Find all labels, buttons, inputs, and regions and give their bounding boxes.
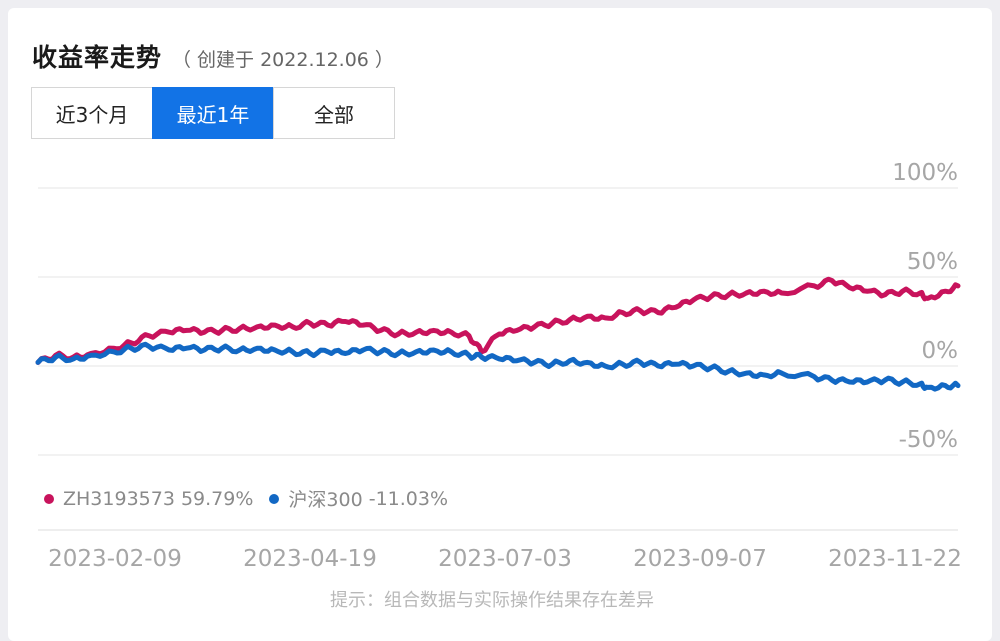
legend-dot-index bbox=[269, 493, 280, 504]
legend-item-portfolio: ZH3193573 59.79% bbox=[44, 488, 253, 510]
x-axis-labels: 2023-02-09 2023-04-19 2023-07-03 2023-09-07… bbox=[48, 546, 962, 572]
grid-lines bbox=[38, 187, 958, 531]
legend-value-portfolio: 59.79% bbox=[180, 487, 254, 510]
legend-value-index: -11.03% bbox=[368, 487, 449, 510]
x-tick-label: 2023-07-03 bbox=[438, 546, 572, 572]
x-tick-label: 2023-09-07 bbox=[633, 546, 767, 572]
tab-3-months[interactable]: 近3个月 bbox=[31, 87, 153, 139]
x-tick-label: 2023-02-09 bbox=[48, 546, 182, 572]
created-date-note: （ 创建于 2022.12.06 ） bbox=[172, 49, 394, 71]
chart-legend: ZH3193573 59.79% 沪深300 -11.03% bbox=[44, 485, 464, 512]
disclaimer-note: 提示：组合数据与实际操作结果存在差异 bbox=[330, 590, 654, 611]
series-line-index bbox=[35, 341, 961, 392]
header: 收益率走势 （ 创建于 2022.12.06 ） bbox=[32, 38, 394, 78]
series-line-portfolio bbox=[35, 276, 961, 365]
period-tabs: 近3个月 最近1年 全部 bbox=[31, 87, 395, 139]
x-tick-label: 2023-04-19 bbox=[243, 546, 377, 572]
legend-label-portfolio: ZH3193573 bbox=[63, 487, 175, 510]
y-tick-label: 100% bbox=[892, 160, 958, 186]
series-lines bbox=[35, 276, 961, 392]
tab-all[interactable]: 全部 bbox=[273, 87, 395, 139]
x-tick-label: 2023-11-22 bbox=[828, 546, 962, 572]
tab-1-year[interactable]: 最近1年 bbox=[152, 87, 274, 139]
page-title: 收益率走势 bbox=[32, 43, 163, 72]
y-tick-label: 0% bbox=[922, 338, 959, 364]
legend-item-index: 沪深300 -11.03% bbox=[269, 485, 448, 512]
legend-label-index: 沪深300 bbox=[288, 489, 363, 511]
y-tick-label: 50% bbox=[907, 249, 958, 275]
y-tick-label: -50% bbox=[899, 427, 958, 453]
legend-dot-portfolio bbox=[44, 493, 54, 504]
y-axis-labels: 100% 50% 0% -50% bbox=[892, 160, 958, 453]
